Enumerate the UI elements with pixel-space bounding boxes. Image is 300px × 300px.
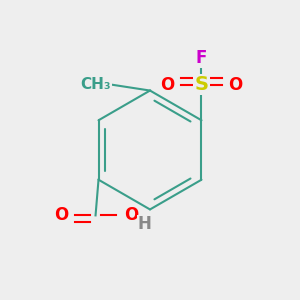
Text: O: O [124,206,138,224]
Text: O: O [229,76,243,94]
Text: S: S [194,75,208,94]
Text: O: O [160,76,174,94]
Text: F: F [196,49,207,67]
Text: H: H [138,215,152,233]
Text: O: O [54,206,68,224]
Text: CH₃: CH₃ [81,77,111,92]
